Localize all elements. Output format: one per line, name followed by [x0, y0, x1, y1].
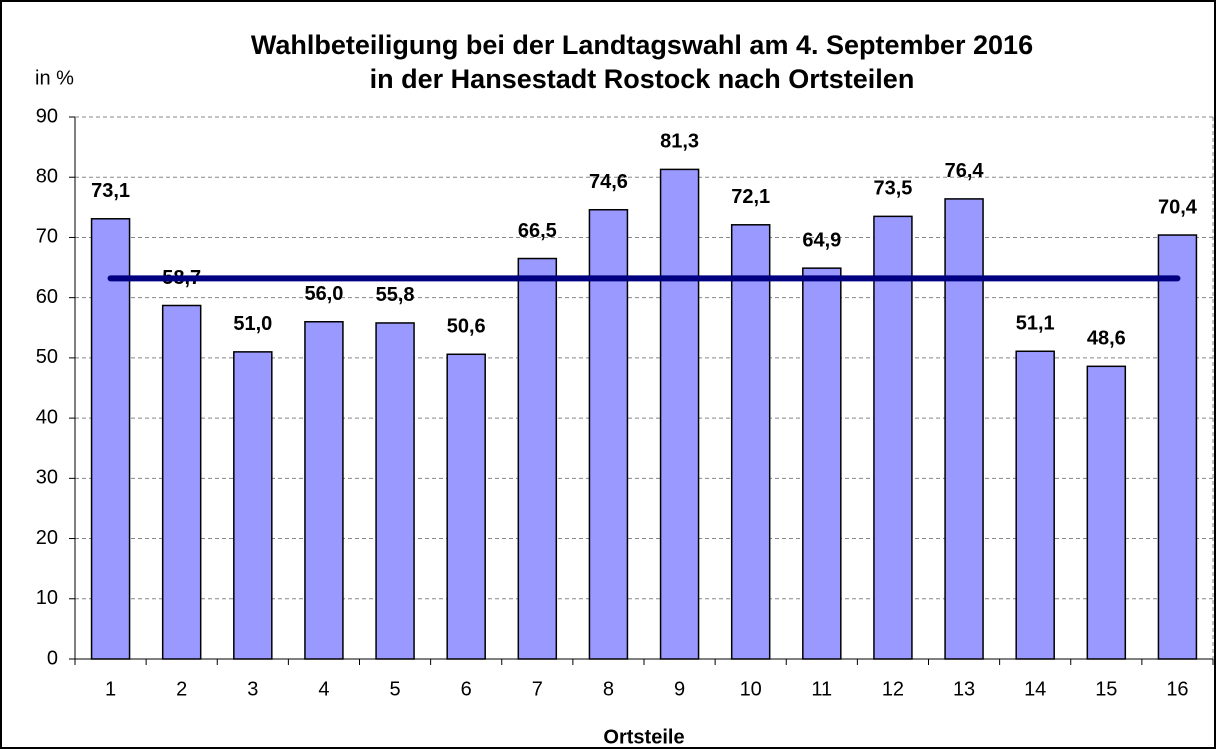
value-label: 66,5 [518, 220, 557, 242]
x-tick-label: 7 [532, 678, 543, 700]
x-axis-label: Ortsteile [603, 726, 684, 748]
bar [90, 218, 131, 660]
value-label: 64,9 [802, 229, 841, 251]
bar [944, 198, 984, 660]
value-label: 55,8 [376, 284, 415, 306]
bar [802, 267, 842, 660]
bar [873, 215, 913, 660]
value-label: 48,6 [1087, 328, 1126, 350]
value-label: 73,1 [91, 180, 130, 202]
y-tick-label: 30 [36, 467, 58, 489]
x-tick-label: 16 [1166, 678, 1188, 700]
value-label: 51,0 [233, 313, 272, 335]
y-tick-label: 90 [36, 105, 58, 127]
x-tick-label: 5 [390, 678, 401, 700]
value-label: 51,1 [1016, 313, 1055, 335]
x-tick-label: 1 [105, 678, 116, 700]
x-tick-label: 3 [247, 678, 258, 700]
bar [161, 304, 202, 660]
x-tick-label: 11 [811, 678, 832, 700]
bar [730, 224, 771, 660]
x-tick-label: 4 [318, 678, 329, 700]
value-label: 73,5 [873, 178, 912, 200]
x-tick-label: 6 [461, 678, 472, 700]
y-tick-label: 80 [36, 166, 58, 188]
value-label: 50,6 [447, 316, 486, 338]
value-label: 76,4 [945, 160, 985, 182]
y-tick-label: 60 [36, 286, 58, 308]
x-tick-label: 13 [953, 678, 975, 700]
bar [588, 208, 629, 660]
x-tick-label: 2 [176, 678, 187, 700]
y-tick-label: 0 [47, 647, 58, 669]
value-label: 70,4 [1158, 196, 1198, 218]
value-label: 72,1 [731, 186, 770, 208]
x-tick-label: 12 [882, 678, 904, 700]
bar [1086, 365, 1127, 660]
value-label: 81,3 [660, 131, 699, 153]
chart-title: in der Hansestadt Rostock nach Ortsteile… [370, 64, 915, 94]
bar [659, 168, 700, 660]
y-tick-label: 70 [36, 226, 58, 248]
x-tick-label: 15 [1095, 678, 1117, 700]
x-tick-label: 8 [603, 678, 614, 700]
x-tick-label: 10 [740, 678, 762, 700]
y-axis-label: in % [35, 67, 74, 89]
x-tick-label: 9 [674, 678, 685, 700]
y-tick-label: 50 [36, 346, 58, 368]
bar [304, 321, 344, 660]
bar [446, 353, 486, 660]
bar [1015, 350, 1055, 660]
bar [1157, 234, 1198, 660]
y-tick-label: 10 [36, 587, 58, 609]
value-label: 56,0 [304, 283, 343, 305]
bar [517, 257, 558, 660]
value-label: 74,6 [589, 171, 628, 193]
x-tick-label: 14 [1024, 678, 1046, 700]
y-tick-label: 20 [36, 527, 58, 549]
y-tick-label: 40 [36, 406, 58, 428]
chart-title: Wahlbeteiligung bei der Landtagswahl am … [251, 30, 1033, 60]
bar [233, 351, 273, 660]
bar [375, 322, 415, 660]
